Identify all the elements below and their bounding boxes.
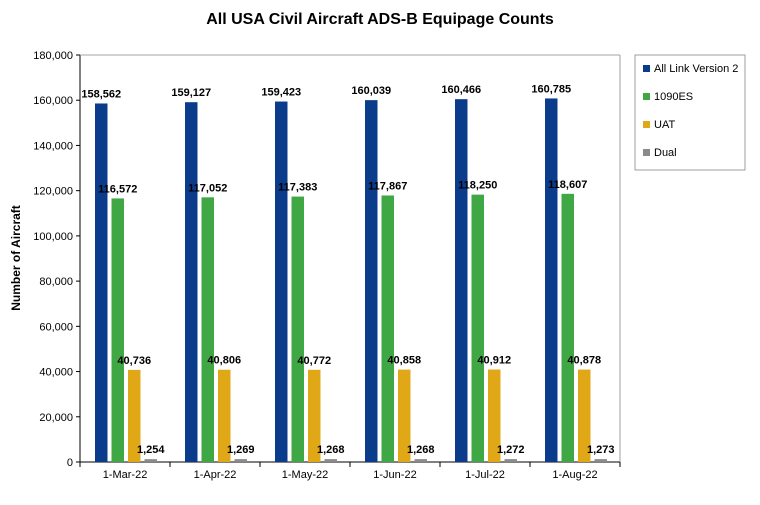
data-label: 40,736	[117, 355, 151, 367]
bar	[545, 98, 558, 462]
legend-label: All Link Version 2	[654, 63, 738, 75]
bar	[291, 196, 304, 463]
x-tick-label: 1-Jun-22	[373, 469, 416, 481]
legend-swatch	[643, 93, 650, 100]
data-label: 117,052	[188, 182, 227, 194]
data-label: 1,254	[137, 444, 165, 456]
legend-label: UAT	[654, 119, 675, 131]
data-label: 159,423	[261, 87, 301, 99]
bar	[144, 459, 157, 462]
bar	[455, 99, 468, 462]
y-tick-label: 160,000	[33, 95, 73, 107]
data-label: 118,250	[458, 180, 497, 192]
x-tick-label: 1-Mar-22	[103, 469, 148, 481]
bar	[275, 101, 288, 462]
legend: All Link Version 2 1090ES UAT Dual	[634, 54, 746, 171]
y-tick-label: 0	[67, 457, 73, 469]
y-tick-label: 180,000	[33, 50, 73, 62]
bar	[594, 459, 607, 462]
bar	[504, 459, 517, 462]
x-tick-label: 1-Jul-22	[465, 469, 505, 481]
bar	[218, 369, 231, 462]
bar	[561, 193, 574, 462]
bar	[95, 103, 108, 463]
y-tick-label: 100,000	[33, 231, 73, 243]
data-label: 160,466	[441, 84, 481, 96]
data-label: 158,562	[81, 88, 121, 100]
bar	[128, 369, 141, 462]
bar	[185, 102, 198, 463]
data-label: 1,268	[407, 444, 435, 456]
data-label: 1,272	[497, 444, 525, 456]
x-tick-label: 1-Aug-22	[552, 469, 597, 481]
bar	[578, 369, 591, 462]
data-label: 40,878	[567, 355, 601, 367]
data-label: 117,867	[368, 180, 407, 192]
legend-label: Dual	[654, 147, 677, 159]
x-tick-label: 1-Apr-22	[194, 469, 237, 481]
data-label: 160,039	[351, 85, 391, 97]
plot-area: 0 20,000 40,000 60,000 80,000 100,000 120,000 1…	[33, 50, 621, 481]
bar	[111, 198, 124, 462]
bar	[201, 197, 214, 462]
bar	[414, 459, 427, 462]
y-tick-label: 80,000	[39, 276, 73, 288]
legend-swatch	[643, 65, 650, 72]
legend-swatch	[643, 149, 650, 156]
data-label: 116,572	[98, 183, 137, 195]
data-label: 159,127	[171, 87, 211, 99]
bar	[234, 459, 247, 462]
data-label: 40,858	[387, 355, 421, 367]
bar	[381, 195, 394, 462]
legend-swatch	[643, 121, 650, 128]
data-label: 1,273	[587, 444, 615, 456]
y-tick-label: 120,000	[33, 186, 73, 198]
bar	[398, 369, 411, 462]
bar	[365, 100, 378, 463]
y-tick-label: 40,000	[39, 367, 73, 379]
data-label: 40,772	[297, 355, 331, 367]
data-label: 160,785	[531, 83, 571, 95]
legend-box	[634, 54, 746, 171]
legend-label: 1090ES	[654, 91, 693, 103]
data-label: 117,383	[278, 182, 317, 194]
bar	[324, 459, 337, 462]
bar	[471, 194, 484, 463]
chart-title: All USA Civil Aircraft ADS-B Equipage Co…	[206, 11, 554, 28]
data-label: 1,268	[317, 444, 345, 456]
data-label: 118,607	[548, 179, 587, 191]
y-tick-label: 60,000	[39, 321, 73, 333]
y-axis-title: Number of Aircraft	[9, 205, 23, 311]
data-label: 40,806	[207, 355, 241, 367]
bar	[308, 369, 321, 462]
data-label: 40,912	[477, 354, 511, 366]
y-tick-label: 140,000	[33, 140, 73, 152]
data-label: 1,269	[227, 444, 255, 456]
y-tick-label: 20,000	[39, 412, 73, 424]
bar	[488, 369, 501, 462]
x-tick-label: 1-May-22	[282, 469, 328, 481]
